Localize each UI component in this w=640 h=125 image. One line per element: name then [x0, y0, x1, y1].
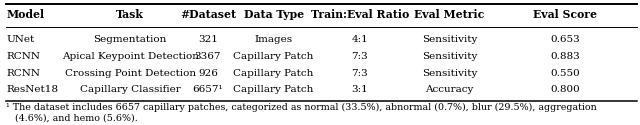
Text: Capillary Patch: Capillary Patch: [234, 69, 314, 78]
Text: Images: Images: [255, 36, 292, 44]
Text: 0.653: 0.653: [550, 36, 580, 44]
Text: (4.6%), and hemo (5.6%).: (4.6%), and hemo (5.6%).: [6, 114, 138, 123]
Text: 4:1: 4:1: [351, 36, 369, 44]
Text: Segmentation: Segmentation: [93, 36, 167, 44]
Text: Accuracy: Accuracy: [426, 86, 474, 94]
Text: 7:3: 7:3: [351, 69, 369, 78]
Text: 7:3: 7:3: [351, 52, 369, 61]
Text: Sensitivity: Sensitivity: [422, 52, 477, 61]
Text: ¹ The dataset includes 6657 capillary patches, categorized as normal (33.5%), ab: ¹ The dataset includes 6657 capillary pa…: [6, 103, 597, 112]
Text: 0.550: 0.550: [550, 69, 580, 78]
Text: RCNN: RCNN: [6, 69, 40, 78]
Text: Eval Score: Eval Score: [533, 10, 597, 20]
Text: Capillary Classifier: Capillary Classifier: [80, 86, 180, 94]
Text: 0.883: 0.883: [550, 52, 580, 61]
Text: Sensitivity: Sensitivity: [422, 36, 477, 44]
Text: Model: Model: [6, 10, 45, 20]
Text: Capillary Patch: Capillary Patch: [234, 52, 314, 61]
Text: Train:Eval Ratio: Train:Eval Ratio: [311, 10, 409, 20]
Text: Eval Metric: Eval Metric: [415, 10, 484, 20]
Text: ResNet18: ResNet18: [6, 86, 58, 94]
Text: Sensitivity: Sensitivity: [422, 69, 477, 78]
Text: 321: 321: [198, 36, 218, 44]
Text: Task: Task: [116, 10, 144, 20]
Text: 3367: 3367: [195, 52, 221, 61]
Text: Crossing Point Detection: Crossing Point Detection: [65, 69, 196, 78]
Text: 0.800: 0.800: [550, 86, 580, 94]
Text: RCNN: RCNN: [6, 52, 40, 61]
Text: Data Type: Data Type: [244, 10, 303, 20]
Text: 6657¹: 6657¹: [193, 86, 223, 94]
Text: 3:1: 3:1: [351, 86, 369, 94]
Text: UNet: UNet: [6, 36, 35, 44]
Text: #Dataset: #Dataset: [180, 10, 236, 20]
Text: 926: 926: [198, 69, 218, 78]
Text: Capillary Patch: Capillary Patch: [234, 86, 314, 94]
Text: Apical Keypoint Detection: Apical Keypoint Detection: [61, 52, 199, 61]
